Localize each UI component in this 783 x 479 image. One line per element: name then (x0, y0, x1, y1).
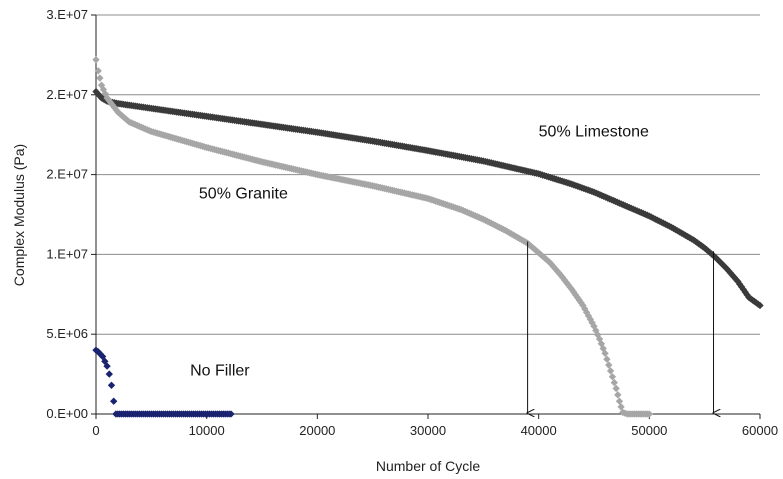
x-tick-label: 60000 (742, 423, 778, 438)
x-axis-title: Number of Cycle (376, 458, 480, 474)
x-tick-label: 20000 (299, 423, 335, 438)
data-point (103, 362, 111, 370)
data-point (614, 391, 622, 399)
data-point (603, 355, 611, 363)
data-point (105, 370, 113, 378)
data-point (756, 301, 764, 310)
x-tick-label: 40000 (521, 423, 557, 438)
arrows-layer (528, 241, 714, 413)
data-point (110, 397, 118, 405)
data-point (610, 378, 618, 387)
data-point (645, 410, 654, 418)
series-layer (92, 56, 764, 418)
data-point (96, 74, 104, 82)
annotation-label: 50% Granite (199, 186, 288, 203)
x-tick-label: 10000 (189, 423, 225, 438)
series-0 (92, 87, 764, 310)
plot-area (96, 15, 760, 414)
data-point (92, 56, 100, 64)
y-tick-label: 2.E+07 (46, 87, 88, 102)
data-point (617, 403, 625, 411)
y-ticks: 0.E+00 5.E+06 1.E+07 2.E+07 2.E+07 3.E+07 (46, 7, 96, 421)
data-point (94, 67, 102, 75)
gridlines (96, 14, 760, 335)
y-tick-label: 5.E+06 (46, 326, 88, 341)
data-point (606, 367, 615, 375)
x-tick-label: 50000 (631, 423, 667, 438)
annotation-label: No Filler (190, 363, 250, 380)
data-point (608, 373, 617, 381)
x-tick-label: 30000 (410, 423, 446, 438)
y-axis-title: Complex Modulus (Pa) (11, 144, 27, 286)
y-tick-label: 2.E+07 (46, 167, 88, 182)
series-2 (92, 346, 235, 418)
y-tick-label: 3.E+07 (46, 7, 88, 22)
data-point (615, 397, 624, 405)
y-tick-label: 1.E+07 (46, 246, 88, 261)
y-tick-label: 0.E+00 (46, 406, 88, 421)
x-ticks: 0 10000 20000 30000 40000 50000 60000 (92, 414, 778, 438)
data-point (601, 349, 609, 358)
data-point (227, 410, 235, 418)
annotations-layer: 50% Limestone 50% Granite No Filler (190, 123, 649, 379)
data-point (612, 384, 620, 393)
x-tick-label: 0 (92, 423, 99, 438)
series-1 (92, 56, 654, 418)
annotation-label: 50% Limestone (539, 123, 649, 140)
data-point (605, 361, 613, 369)
